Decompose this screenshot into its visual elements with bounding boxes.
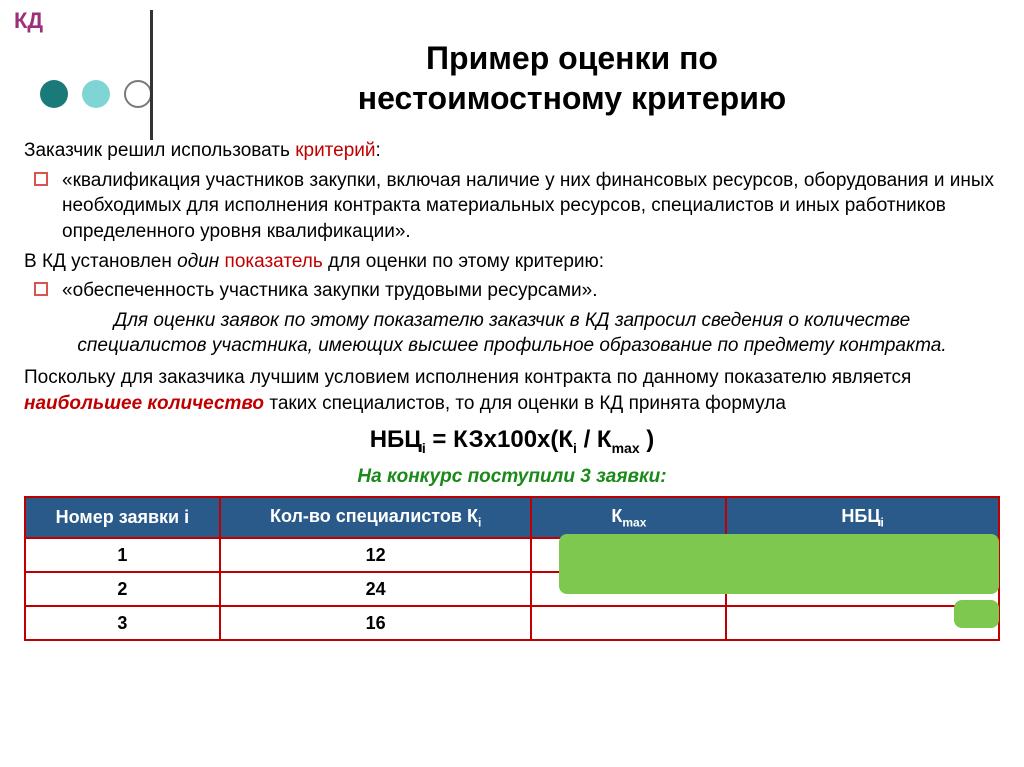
p2-b: один [177, 251, 219, 272]
dot-2 [82, 80, 110, 108]
f-lhs: НБЦ [370, 426, 422, 453]
para-3-italic: Для оценки заявок по этому показателю за… [54, 308, 970, 359]
table-cell: 16 [220, 606, 532, 640]
content-block: Заказчик решил использовать критерий: «к… [20, 138, 1004, 641]
bullet-box-icon [34, 172, 48, 186]
th-1: Номер заявки i [25, 497, 220, 538]
table-cell: 2 [25, 572, 220, 606]
vertical-rule [150, 10, 153, 140]
p1-a: Заказчик решил использовать [24, 140, 295, 161]
green-note: На конкурс поступили 3 заявки: [24, 464, 1000, 490]
dot-3 [124, 80, 152, 108]
th2-a: Кол-во специалистов К [270, 506, 478, 526]
f-mid: = КЗх100х(К [426, 426, 573, 453]
bullet-1-text: «квалификация участников закупки, включа… [62, 168, 1000, 245]
bullet-box-icon [34, 282, 48, 296]
p2-a: В КД установлен [24, 251, 177, 272]
p4-b: наибольшее количество [24, 393, 264, 414]
th4-a: НБЦ [841, 506, 880, 526]
bullet-2-text: «обеспеченность участника закупки трудов… [62, 278, 1000, 304]
th-3: Кmax [531, 497, 726, 538]
table-cell: 24 [220, 572, 532, 606]
p4-c: таких специалистов, то для оценки в КД п… [264, 393, 786, 414]
th2-sub: i [478, 515, 481, 529]
th4-sub: i [881, 515, 884, 529]
formula: НБЦi = КЗх100х(Кi / Кmax ) [24, 424, 1000, 458]
p2-d: показатель [225, 251, 323, 272]
p1-c: : [376, 140, 381, 161]
f-end: ) [640, 426, 655, 453]
bullet-2: «обеспеченность участника закупки трудов… [34, 278, 1000, 304]
para-2: В КД установлен один показатель для оцен… [24, 249, 1000, 275]
th3-sub: max [622, 515, 646, 529]
p2-e: для оценки по этому критерию: [323, 251, 604, 272]
green-overlay-2 [954, 600, 999, 628]
table-wrap: Номер заявки i Кол-во специалистов Кi Кm… [24, 496, 1000, 642]
title-line-2: нестоимостному критерию [358, 80, 786, 116]
th-4: НБЦi [726, 497, 999, 538]
dot-1 [40, 80, 68, 108]
dot-row [40, 80, 152, 108]
th3-a: К [611, 506, 622, 526]
para-4: Поскольку для заказчика лучшим условием … [24, 365, 1000, 416]
th-2: Кол-во специалистов Кi [220, 497, 532, 538]
table-cell: 12 [220, 538, 532, 572]
p1-b: критерий [295, 140, 375, 161]
f-mid2-sub: max [612, 440, 640, 456]
p4-a: Поскольку для заказчика лучшим условием … [24, 367, 911, 388]
table-cell: 3 [25, 606, 220, 640]
table-cell [531, 606, 726, 640]
bullet-1: «квалификация участников закупки, включа… [34, 168, 1000, 245]
table-header-row: Номер заявки i Кол-во специалистов Кi Кm… [25, 497, 999, 538]
page-title: Пример оценки по нестоимостному критерию [20, 38, 1004, 118]
title-line-1: Пример оценки по [426, 40, 718, 76]
para-1: Заказчик решил использовать критерий: [24, 138, 1000, 164]
table-row: 316 [25, 606, 999, 640]
f-mid2: / К [577, 426, 612, 453]
green-overlay-1 [559, 534, 999, 594]
kd-label: КД [14, 8, 43, 34]
table-cell: 1 [25, 538, 220, 572]
